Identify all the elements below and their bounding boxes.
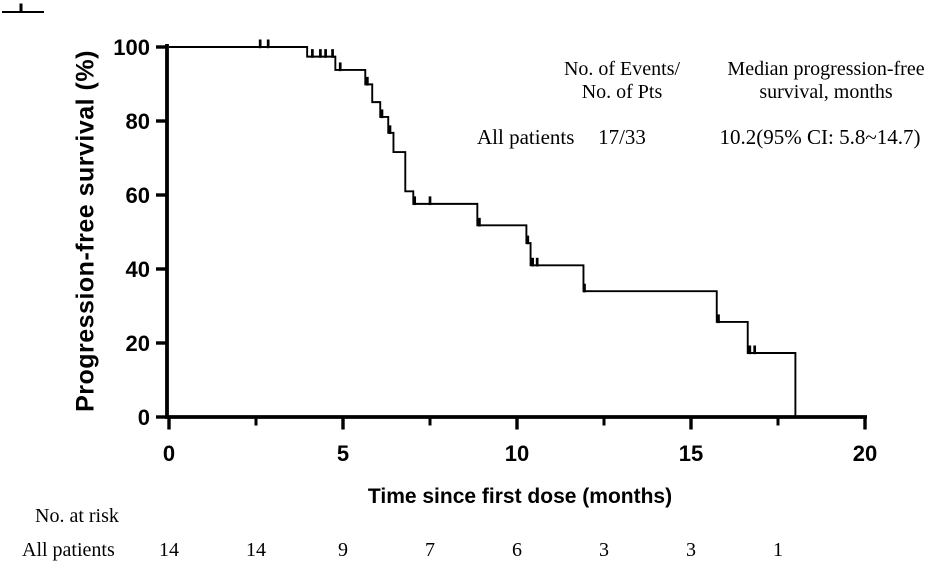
median-header-line1: Median progression-free	[727, 58, 925, 80]
x-tick-label: 20	[853, 441, 877, 466]
at-risk-row-label: All patients	[22, 539, 115, 561]
km-curve-all-patients	[169, 46, 797, 417]
at-risk-count: 9	[338, 539, 348, 561]
median-header-line2: survival, months	[759, 81, 893, 103]
at-risk-count: 1	[773, 539, 783, 561]
at-risk-count: 3	[599, 539, 609, 561]
y-tick-label: 100	[113, 35, 150, 60]
y-axis-title: Progression-free survival (%)	[71, 50, 100, 412]
median-column-header: Median progression-free survival, months	[727, 58, 924, 104]
events-header-line1: No. of Events/	[563, 58, 681, 80]
y-tick-label: 40	[126, 257, 150, 282]
x-axis-title: Time since first dose (months)	[367, 485, 673, 508]
at-risk-header: No. at risk	[35, 505, 119, 527]
y-tick-label: 0	[138, 405, 150, 430]
km-legend-symbol-icon	[2, 3, 44, 13]
y-tick-label: 20	[126, 331, 150, 356]
at-risk-count: 6	[512, 539, 522, 561]
events-column-header: No. of Events/ No. of Pts	[564, 58, 680, 104]
median-pfs-value: 10.2(95% CI: 5.8~14.7)	[719, 125, 921, 149]
x-tick-label: 10	[505, 441, 529, 466]
at-risk-count: 3	[686, 539, 696, 561]
x-tick-label: 15	[679, 441, 703, 466]
at-risk-count: 7	[425, 539, 435, 561]
events-over-pts-value: 17/33	[598, 125, 646, 149]
events-header-line2: No. of Pts	[581, 81, 663, 103]
x-tick-label: 0	[163, 441, 175, 466]
legend-series-label: All patients	[477, 125, 575, 149]
x-tick-label: 5	[337, 441, 349, 466]
at-risk-count: 14	[246, 539, 266, 561]
y-tick-label: 60	[126, 183, 150, 208]
at-risk-count: 14	[159, 539, 179, 561]
y-tick-label: 80	[126, 109, 150, 134]
